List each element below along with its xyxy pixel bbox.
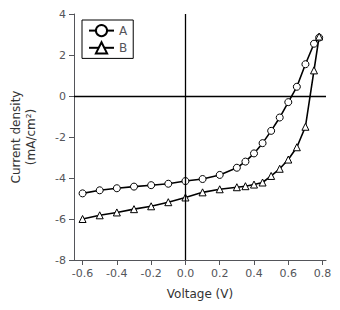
svg-text:-6: -6 bbox=[55, 213, 66, 226]
svg-text:Voltage (V): Voltage (V) bbox=[167, 287, 233, 301]
svg-text:0.6: 0.6 bbox=[280, 267, 298, 280]
svg-text:0.8: 0.8 bbox=[314, 267, 332, 280]
svg-text:A: A bbox=[119, 24, 128, 38]
svg-text:B: B bbox=[119, 41, 127, 55]
svg-text:-2: -2 bbox=[55, 131, 66, 144]
svg-text:-8: -8 bbox=[55, 254, 66, 267]
svg-text:0: 0 bbox=[59, 90, 66, 103]
svg-text:0.2: 0.2 bbox=[211, 267, 229, 280]
svg-text:-4: -4 bbox=[55, 172, 66, 185]
svg-text:Current density: Current density bbox=[9, 91, 23, 184]
svg-text:-0.2: -0.2 bbox=[140, 267, 161, 280]
svg-text:0.0: 0.0 bbox=[177, 267, 195, 280]
svg-text:-0.4: -0.4 bbox=[106, 267, 127, 280]
svg-text:4: 4 bbox=[59, 8, 66, 21]
svg-text:2: 2 bbox=[59, 49, 66, 62]
svg-text:(mA/cm²): (mA/cm²) bbox=[24, 109, 38, 165]
svg-text:0.4: 0.4 bbox=[245, 267, 263, 280]
svg-text:-0.6: -0.6 bbox=[72, 267, 93, 280]
